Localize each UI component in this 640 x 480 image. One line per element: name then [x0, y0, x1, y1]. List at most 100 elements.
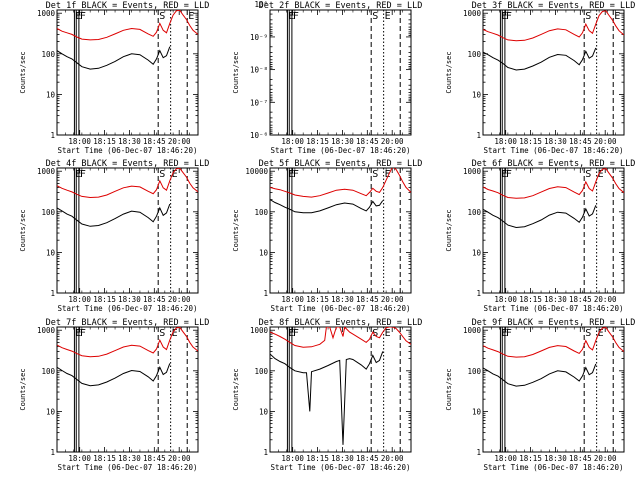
y-tick-label: 1000 — [463, 326, 482, 335]
event-marker-label: E — [598, 169, 604, 180]
x-tick-label: 20:00 — [594, 454, 617, 463]
x-tick-label: 20:00 — [168, 137, 191, 146]
series-lld-line — [483, 168, 624, 199]
event-marker-label: F — [80, 11, 86, 22]
chart-title: Det 8f BLACK = Events, RED = LLD — [259, 318, 423, 328]
x-axis-label: Start Time (06-Dec-07 18:46:20) — [484, 304, 624, 313]
chart-title: Det 5f BLACK = Events, RED = LLD — [259, 159, 423, 169]
y-tick-label: 10 — [46, 407, 56, 416]
x-axis-label: Start Time (06-Dec-07 18:46:20) — [484, 146, 624, 155]
x-tick-label: 18:15 — [306, 454, 329, 463]
series-events-line — [483, 47, 597, 71]
x-tick-label: 18:45 — [143, 295, 166, 304]
chart-panel-4: Det 4f BLACK = Events, RED = LLD 1 10 100 10… — [19, 159, 209, 313]
x-axis-label: Start Time (06-Dec-07 18:46:20) — [484, 463, 624, 472]
y-axis-label: Counts/sec — [19, 51, 27, 93]
event-marker-label: E — [385, 11, 391, 22]
x-tick-label: 18:30 — [544, 137, 567, 146]
plot-frame — [269, 167, 412, 294]
x-axis-label: Start Time (06-Dec-07 18:46:20) — [271, 146, 411, 155]
event-marker-label: F — [293, 328, 299, 339]
x-tick-label: 18:15 — [93, 137, 116, 146]
x-tick-label: 20:00 — [594, 137, 617, 146]
x-tick-label: 18:45 — [569, 137, 592, 146]
event-marker-label: E — [172, 328, 178, 339]
chart-title: Det 7f BLACK = Events, RED = LLD — [46, 318, 210, 328]
plot-frame — [56, 9, 199, 136]
x-tick-label: 20:00 — [381, 454, 404, 463]
x-tick-label: 18:45 — [569, 454, 592, 463]
y-tick-label: 10000 — [245, 167, 268, 176]
chart-title: Det 6f BLACK = Events, RED = LLD — [472, 159, 636, 169]
x-tick-label: 18:00 — [494, 137, 517, 146]
event-marker-label: F — [506, 328, 512, 339]
x-tick-label: 18:30 — [331, 137, 354, 146]
x-axis-label: Start Time (06-Dec-07 18:46:20) — [58, 146, 198, 155]
event-marker-label: S — [372, 11, 378, 22]
x-axis-label: Start Time (06-Dec-07 18:46:20) — [58, 463, 198, 472]
x-axis-label: Start Time (06-Dec-07 18:46:20) — [58, 304, 198, 313]
chart-panel-9: Det 9f BLACK = Events, RED = LLD 1 10 100 10… — [445, 318, 635, 472]
y-tick-label: 10 — [259, 407, 269, 416]
event-marker-label: S — [585, 169, 591, 180]
chart-panel-8: Det 8f BLACK = Events, RED = LLD 1 10 100 10… — [232, 318, 422, 472]
x-tick-label: 18:00 — [68, 454, 91, 463]
plot-frame — [269, 9, 412, 136]
event-marker-label: S — [372, 328, 378, 339]
series-events-line — [57, 363, 171, 387]
series-events-line — [57, 203, 171, 227]
x-tick-label: 18:00 — [281, 137, 304, 146]
y-tick-label: 1000 — [250, 326, 269, 335]
chart-panel-6: Det 6f BLACK = Events, RED = LLD 1 10 100 10… — [445, 159, 635, 313]
y-tick-label: 100 — [254, 208, 268, 217]
x-tick-label: 18:30 — [118, 295, 141, 304]
event-marker-label: E — [614, 11, 620, 22]
y-tick-label: 10⁻⁸ — [250, 66, 268, 75]
y-tick-label: 100 — [41, 367, 55, 376]
x-tick-label: 18:15 — [519, 295, 542, 304]
chart-panel-7: Det 7f BLACK = Events, RED = LLD 1 10 100 10… — [19, 318, 209, 472]
event-marker-label: E — [172, 169, 178, 180]
x-tick-label: 18:45 — [356, 137, 379, 146]
series-lld-line — [57, 327, 198, 358]
x-tick-label: 18:30 — [118, 137, 141, 146]
x-tick-label: 20:00 — [381, 295, 404, 304]
y-tick-label: 1000 — [37, 326, 56, 335]
x-tick-label: 18:30 — [544, 454, 567, 463]
y-tick-label: 1 — [50, 448, 55, 457]
x-tick-label: 18:45 — [569, 295, 592, 304]
plot-frame — [482, 167, 625, 294]
y-axis-label: Counts/sec — [232, 368, 240, 410]
event-marker-label: F — [80, 169, 86, 180]
x-tick-label: 18:30 — [331, 295, 354, 304]
y-tick-label: 100 — [254, 367, 268, 376]
plot-frame — [269, 326, 412, 453]
y-tick-label: 10⁻⁶ — [250, 131, 268, 140]
series-events-line — [483, 363, 597, 387]
x-tick-label: 20:00 — [594, 295, 617, 304]
x-tick-label: 20:00 — [168, 295, 191, 304]
chart-title: Det 3f BLACK = Events, RED = LLD — [472, 1, 636, 11]
y-tick-label: 10⁻⁹ — [250, 33, 268, 42]
chart-title: Det 9f BLACK = Events, RED = LLD — [472, 318, 636, 328]
y-tick-label: 100 — [41, 208, 55, 217]
x-tick-label: 18:00 — [494, 454, 517, 463]
series-lld-line — [483, 327, 624, 358]
y-tick-label: 10 — [46, 248, 56, 257]
x-tick-label: 18:30 — [331, 454, 354, 463]
x-tick-label: 20:00 — [381, 137, 404, 146]
y-axis-label: Counts/sec — [19, 209, 27, 251]
y-tick-label: 1000 — [37, 9, 56, 18]
series-lld-line — [57, 168, 198, 199]
x-tick-label: 18:00 — [281, 295, 304, 304]
y-axis-label: Counts/sec — [445, 368, 453, 410]
x-tick-label: 18:15 — [519, 137, 542, 146]
event-marker-label: S — [372, 169, 378, 180]
series-lld-line — [270, 168, 411, 198]
event-marker-label: S — [585, 11, 591, 22]
y-tick-label: 1 — [476, 131, 481, 140]
x-tick-label: 18:00 — [68, 295, 91, 304]
y-tick-label: 1 — [50, 289, 55, 298]
